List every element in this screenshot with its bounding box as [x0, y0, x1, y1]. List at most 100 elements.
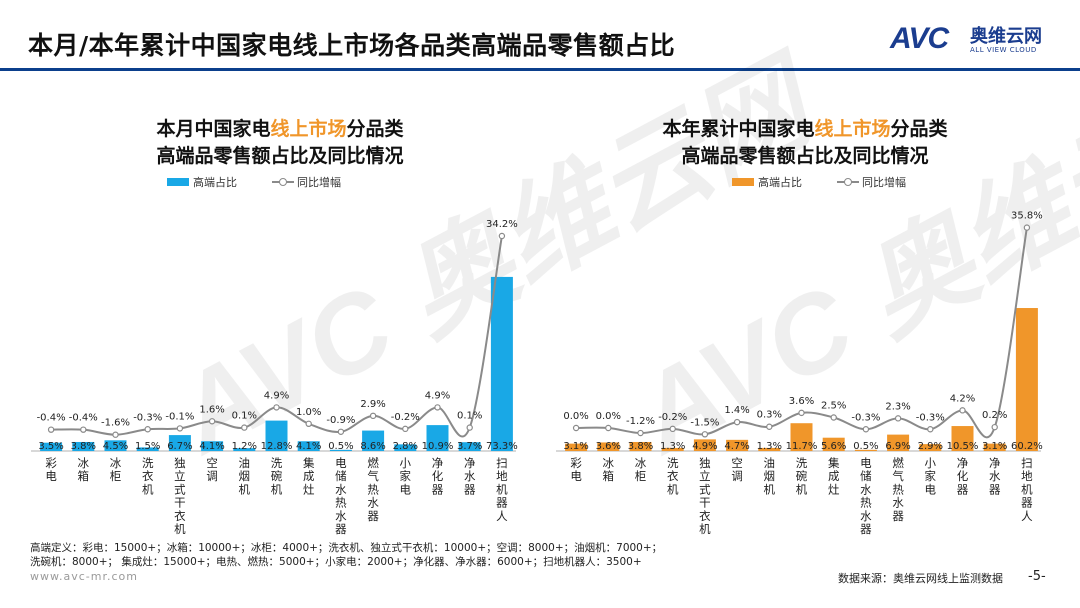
legend-line-label: 同比增幅 [297, 176, 341, 189]
yoy-label-10: 2.9% [360, 399, 385, 410]
bar-label-11: 2.9% [918, 441, 943, 452]
category-label-6: 油烟机 [239, 456, 251, 496]
yoy-point-0 [572, 424, 580, 432]
month-legend: 高端占比 同比增幅 [167, 174, 341, 190]
bar-5 [726, 439, 749, 451]
bar-2 [629, 441, 652, 451]
yoy-point-5 [733, 418, 741, 426]
bar-label-4: 4.9% [692, 441, 717, 452]
year-legend: 高端占比 同比增幅 [732, 174, 906, 190]
yoy-label-12: 4.9% [425, 390, 450, 401]
category-label-4: 独立式干衣机 [174, 456, 186, 536]
bar-6 [233, 448, 256, 451]
yoy-point-11 [927, 426, 934, 433]
bar-label-0: 3.1% [563, 441, 588, 452]
yoy-point-4 [701, 431, 709, 438]
bar-0 [40, 442, 63, 451]
yoy-point-14 [498, 232, 506, 240]
category-label-0: 彩电 [45, 456, 57, 483]
yoy-point-8 [830, 414, 837, 421]
logo-en: ALL VIEW CLOUD [970, 46, 1037, 54]
bar-label-2: 4.5% [103, 441, 128, 452]
bar-10 [887, 434, 910, 451]
yoy-label-13: 0.1% [457, 411, 482, 422]
bar-label-6: 1.3% [757, 441, 782, 452]
bar-label-5: 4.7% [724, 441, 749, 452]
yoy-label-3: -0.3% [133, 412, 162, 423]
website-url[interactable]: www.avc-mr.com [30, 570, 138, 583]
year-chart: 本年累计中国家电线上市场分品类 高端品零售额占比及同比情况 高端占比 同比增幅 … [545, 112, 1065, 536]
category-label-9: 电储水热水器 [860, 456, 872, 536]
category-label-2: 冰柜 [635, 456, 647, 483]
yoy-label-3: -0.2% [658, 412, 687, 423]
bar-label-0: 3.5% [38, 441, 63, 452]
category-label-14: 扫地机器人 [496, 456, 508, 523]
bar-label-9: 0.5% [328, 441, 353, 452]
yoy-point-5 [208, 418, 216, 425]
bar-11 [394, 444, 417, 451]
bar-label-3: 1.5% [135, 441, 160, 452]
yoy-label-8: 2.5% [821, 401, 846, 412]
category-label-13: 净水器 [464, 456, 476, 496]
bar-4 [168, 435, 191, 451]
category-label-7: 洗碗机 [271, 456, 283, 496]
category-label-5: 空调 [206, 456, 218, 483]
category-label-3: 洗衣机 [667, 456, 679, 496]
bar-13 [983, 443, 1006, 451]
yoy-label-11: -0.2% [391, 412, 420, 423]
category-label-13: 净水器 [989, 456, 1001, 496]
yoy-label-8: 1.0% [296, 407, 321, 418]
bar-1 [597, 442, 620, 451]
yoy-line [576, 227, 1028, 439]
category-label-14: 扫地机器人 [1021, 456, 1033, 523]
category-label-3: 洗衣机 [142, 456, 154, 496]
yoy-label-13: 0.2% [982, 410, 1007, 421]
bar-label-13: 3.7% [457, 441, 482, 452]
bar-7 [790, 423, 813, 451]
yoy-point-12 [434, 404, 441, 411]
yoy-label-4: -1.5% [690, 417, 719, 428]
bar-label-10: 6.9% [885, 441, 910, 452]
bar-11 [919, 444, 942, 451]
bar-13 [458, 442, 481, 451]
legend-line-label: 同比增幅 [862, 176, 906, 189]
bar-12 [426, 425, 449, 451]
yoy-label-14: 35.8% [1011, 211, 1043, 222]
yoy-label-5: 1.6% [199, 404, 224, 415]
bar-label-12: 10.5% [947, 441, 979, 452]
bar-3 [661, 447, 684, 451]
category-label-1: 冰箱 [603, 456, 615, 483]
bar-label-11: 2.8% [393, 441, 418, 452]
bar-5 [201, 441, 224, 451]
page-number: -5- [1028, 569, 1046, 584]
yoy-label-0: 0.0% [563, 411, 588, 422]
yoy-label-10: 2.3% [885, 401, 910, 412]
yoy-point-2 [112, 431, 119, 438]
yoy-label-1: 0.0% [596, 411, 621, 422]
bar-6 [758, 447, 781, 451]
category-label-6: 油烟机 [764, 456, 776, 496]
yoy-label-14: 34.2% [486, 219, 518, 230]
category-label-10: 燃气热水器 [892, 456, 904, 523]
bar-label-5: 4.1% [199, 441, 224, 452]
bar-label-3: 1.3% [660, 441, 685, 452]
page-title: 本月/本年累计中国家电线上市场各品类高端品零售额占比 [28, 31, 676, 60]
yoy-label-12: 4.2% [950, 393, 975, 404]
yoy-label-5: 1.4% [724, 405, 749, 416]
yoy-label-2: -1.6% [101, 418, 130, 429]
bar-label-7: 12.8% [261, 441, 293, 452]
yoy-point-10 [369, 412, 377, 420]
avc-logo: AVC 奥维云网 ALL VIEW CLOUD [890, 20, 1065, 60]
yoy-point-0 [47, 426, 55, 433]
bar-label-4: 6.7% [167, 441, 192, 452]
bar-label-6: 1.2% [232, 441, 257, 452]
year-chart-plot: 3.1% 彩电 3.6% 冰箱 3.8% 冰柜 1.3% 洗衣机 4.9% 独立式干衣机 4.7% 空… [556, 211, 1043, 536]
yoy-point-6 [766, 423, 773, 430]
category-label-8: 集成灶 [303, 456, 315, 496]
data-source: 数据来源：奥维云网线上监测数据 [838, 572, 1003, 585]
bar-9 [854, 449, 877, 451]
category-label-12: 净化器 [957, 456, 969, 496]
yoy-point-14 [1023, 224, 1031, 231]
yoy-point-13 [466, 424, 473, 431]
logo-mark: AVC [890, 22, 949, 55]
